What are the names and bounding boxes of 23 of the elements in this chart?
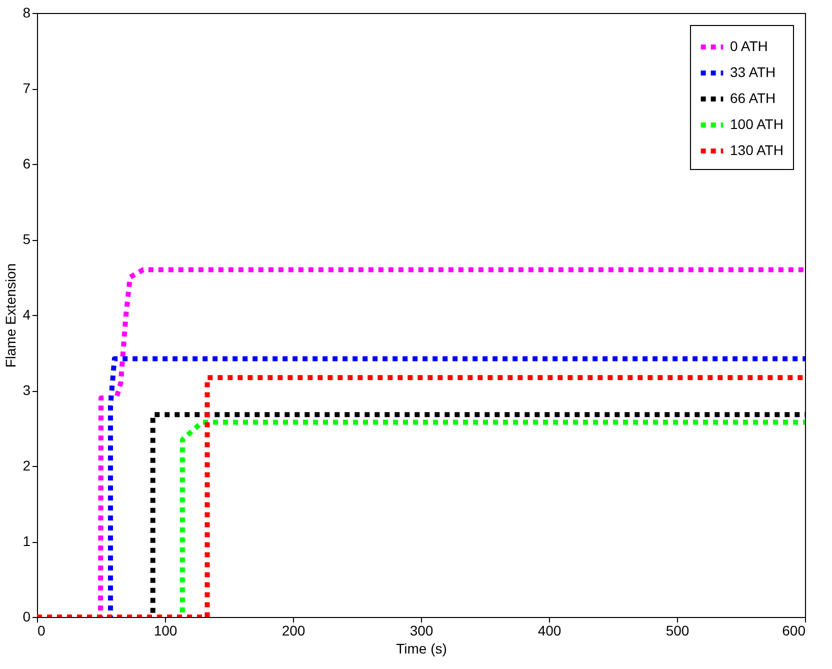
y-tick-label: 0 bbox=[22, 608, 31, 624]
legend-label: 130 ATH bbox=[730, 142, 784, 158]
y-tick-label: 5 bbox=[22, 231, 31, 247]
y-tick-label: 3 bbox=[22, 382, 31, 398]
x-tick-label: 0 bbox=[38, 622, 46, 638]
y-tick-label: 8 bbox=[22, 4, 31, 20]
legend-label: 66 ATH bbox=[730, 90, 776, 106]
legend-label: 100 ATH bbox=[730, 116, 784, 132]
legend-label: 0 ATH bbox=[730, 38, 768, 54]
y-tick-label: 4 bbox=[22, 306, 31, 322]
x-tick-label: 300 bbox=[410, 622, 434, 638]
x-tick-label: 200 bbox=[282, 622, 306, 638]
y-tick-label: 7 bbox=[22, 80, 31, 96]
y-tick-label: 1 bbox=[22, 533, 31, 549]
y-axis-title: Flame Extension bbox=[2, 263, 19, 368]
x-tick-label: 100 bbox=[154, 622, 178, 638]
y-tick-label: 6 bbox=[22, 156, 31, 172]
x-tick-label: 400 bbox=[538, 622, 562, 638]
legend-label: 33 ATH bbox=[730, 64, 776, 80]
x-tick-label: 500 bbox=[666, 622, 690, 638]
x-tick-label: 600 bbox=[782, 622, 806, 638]
y-tick-label: 2 bbox=[22, 458, 31, 474]
x-axis-title: Time (s) bbox=[396, 640, 447, 656]
